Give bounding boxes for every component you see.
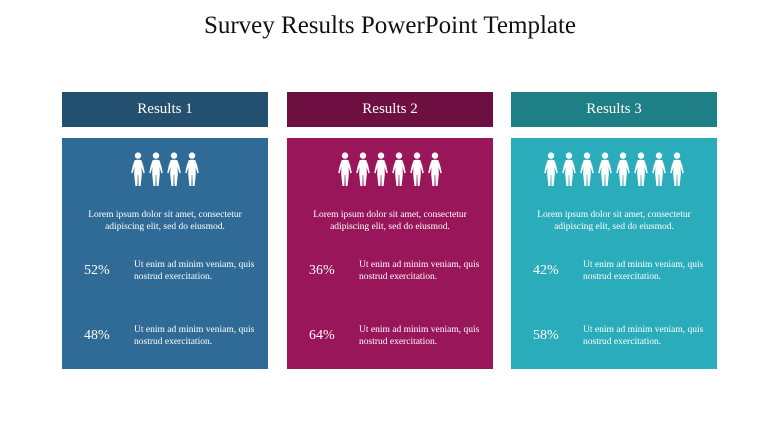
stat-text: Ut enim ad minim veniam, quis nostrud ex…: [583, 260, 704, 282]
stat-percent: 42%: [533, 263, 559, 278]
results-header: Results 3: [511, 92, 717, 127]
stat-row: 36% Ut enim ad minim veniam, quis nostru…: [287, 258, 493, 288]
person-icon: [391, 152, 407, 187]
results-description: Lorem ipsum dolor sit amet, consectetur …: [537, 210, 691, 232]
results-column-2: Results 2 Lorem ipsum dolor sit amet, co…: [287, 92, 493, 369]
results-card: Lorem ipsum dolor sit amet, consectetur …: [62, 138, 268, 369]
person-icon: [579, 152, 595, 187]
page-title: Survey Results PowerPoint Template: [203, 12, 577, 39]
person-icon: [669, 152, 685, 187]
stat-row: 58% Ut enim ad minim veniam, quis nostru…: [511, 323, 717, 353]
person-icon: [184, 152, 200, 187]
stat-row: 64% Ut enim ad minim veniam, quis nostru…: [287, 323, 493, 353]
stat-text: Ut enim ad minim veniam, quis nostrud ex…: [359, 260, 480, 282]
person-icon: [597, 152, 613, 187]
person-icon: [615, 152, 631, 187]
stat-text: Ut enim ad minim veniam, quis nostrud ex…: [359, 325, 480, 347]
results-column-1: Results 1 Lorem ipsum dolor sit amet, co…: [62, 92, 268, 369]
person-icon: [427, 152, 443, 187]
people-icons-row: [62, 152, 268, 187]
stat-row: 48% Ut enim ad minim veniam, quis nostru…: [62, 323, 268, 353]
person-icon: [373, 152, 389, 187]
stat-text: Ut enim ad minim veniam, quis nostrud ex…: [583, 325, 704, 347]
results-column-3: Results 3 Lorem ipsum dolor sit amet, co…: [511, 92, 717, 369]
people-icons-row: [511, 152, 717, 187]
person-icon: [355, 152, 371, 187]
results-card: Lorem ipsum dolor sit amet, consectetur …: [511, 138, 717, 369]
person-icon: [543, 152, 559, 187]
results-card: Lorem ipsum dolor sit amet, consectetur …: [287, 138, 493, 369]
results-header: Results 2: [287, 92, 493, 127]
person-icon: [130, 152, 146, 187]
person-icon: [633, 152, 649, 187]
person-icon: [409, 152, 425, 187]
stat-row: 52% Ut enim ad minim veniam, quis nostru…: [62, 258, 268, 288]
person-icon: [337, 152, 353, 187]
stat-percent: 48%: [84, 328, 110, 343]
stat-percent: 52%: [84, 263, 110, 278]
person-icon: [651, 152, 667, 187]
person-icon: [561, 152, 577, 187]
stat-row: 42% Ut enim ad minim veniam, quis nostru…: [511, 258, 717, 288]
person-icon: [148, 152, 164, 187]
results-header: Results 1: [62, 92, 268, 127]
stat-percent: 58%: [533, 328, 559, 343]
stat-text: Ut enim ad minim veniam, quis nostrud ex…: [134, 325, 255, 347]
stat-percent: 64%: [309, 328, 335, 343]
results-description: Lorem ipsum dolor sit amet, consectetur …: [88, 210, 242, 232]
stat-percent: 36%: [309, 263, 335, 278]
people-icons-row: [287, 152, 493, 187]
person-icon: [166, 152, 182, 187]
results-description: Lorem ipsum dolor sit amet, consectetur …: [313, 210, 467, 232]
stat-text: Ut enim ad minim veniam, quis nostrud ex…: [134, 260, 255, 282]
